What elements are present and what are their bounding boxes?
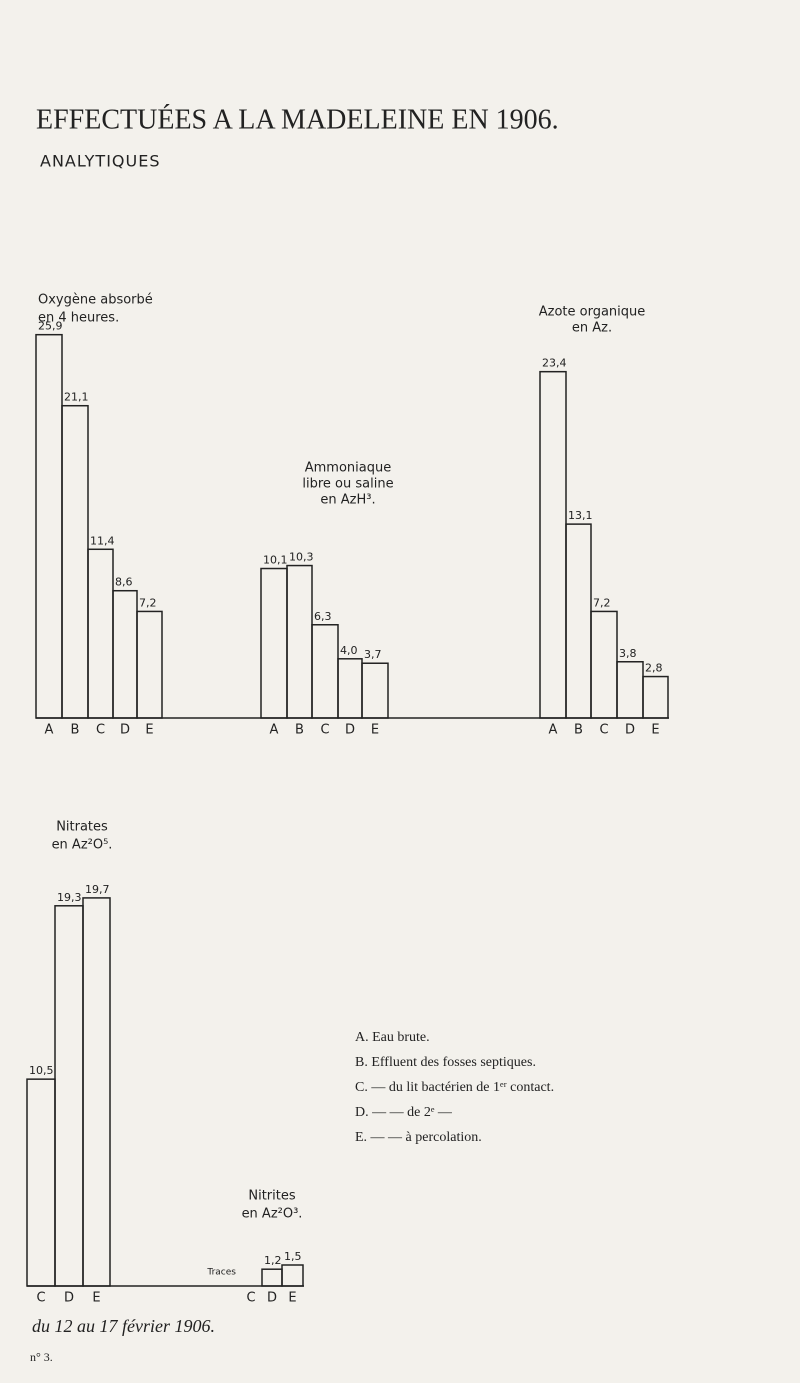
x-tick-label: D	[120, 723, 130, 738]
legend-item: C. — du lit bactérien de 1ᵉʳ contact.	[355, 1080, 554, 1095]
value-label: 4,0	[340, 644, 358, 657]
value-label: 1,2	[264, 1254, 282, 1267]
value-label: 10,1	[263, 554, 288, 567]
page-subtitle: ANALYTIQUES	[40, 152, 160, 171]
chart-title: Oxygène absorbé	[38, 293, 153, 308]
chart-title: Nitrites	[248, 1189, 295, 1204]
value-label: 25,9	[38, 320, 63, 333]
bar	[337, 658, 363, 719]
x-tick-label: A	[270, 723, 279, 738]
value-label: 8,6	[115, 576, 133, 589]
bar	[26, 1078, 56, 1287]
value-label: 13,1	[568, 509, 593, 522]
value-label: 3,8	[619, 647, 637, 660]
footer-number: n° 3.	[30, 1350, 53, 1364]
value-label: 10,5	[29, 1064, 54, 1077]
bar	[61, 404, 89, 719]
bar	[311, 624, 339, 719]
legend-item: B. Effluent des fosses septiques.	[355, 1055, 536, 1070]
bar	[616, 661, 644, 719]
chart-title: Nitrates	[56, 820, 108, 835]
bar	[286, 564, 313, 719]
bar	[261, 1268, 283, 1287]
bar	[35, 333, 63, 719]
x-tick-label: A	[45, 723, 54, 738]
chart-title: en Az²O⁵.	[52, 838, 113, 853]
legend-item: A. Eau brute.	[355, 1030, 430, 1045]
chart-title: en AzH³.	[320, 493, 375, 508]
value-label: 2,8	[645, 662, 663, 675]
value-label: 11,4	[90, 534, 115, 547]
x-tick-label: E	[145, 723, 153, 738]
bar	[281, 1264, 304, 1287]
x-tick-label: E	[288, 1291, 296, 1306]
x-tick-label: C	[96, 723, 105, 738]
x-tick-label: B	[71, 723, 80, 738]
chart-title: en Az.	[572, 321, 612, 336]
x-tick-label: C	[320, 723, 329, 738]
chart-title: libre ou saline	[302, 477, 393, 492]
x-tick-label: C	[246, 1291, 255, 1306]
bar	[112, 589, 138, 719]
value-label: 6,3	[314, 610, 332, 623]
x-tick-label: E	[92, 1291, 100, 1306]
value-label: 7,2	[593, 596, 611, 609]
x-tick-label: D	[267, 1291, 277, 1306]
value-label: 21,1	[64, 391, 89, 404]
page-title: EFFECTUÉES A LA MADELEINE EN 1906.	[36, 104, 559, 135]
legend-item: D. — — de 2ᵉ —	[355, 1105, 453, 1120]
x-tick-label: B	[295, 723, 304, 738]
bar	[87, 548, 114, 719]
value-label: 7,2	[139, 596, 157, 609]
value-label: 19,7	[85, 883, 110, 896]
footer-date: du 12 au 17 février 1906.	[32, 1316, 215, 1336]
bar	[590, 610, 618, 719]
legend-item: E. — — à percolation.	[355, 1130, 482, 1145]
x-tick-label: E	[651, 723, 659, 738]
x-tick-label: D	[345, 723, 355, 738]
chart-title: en 4 heures.	[38, 311, 119, 326]
bar	[82, 897, 111, 1287]
bar	[361, 662, 389, 719]
x-tick-label: E	[371, 723, 379, 738]
bar	[260, 567, 288, 719]
chart-title: en Az²O³.	[242, 1207, 303, 1222]
value-label: 19,3	[57, 891, 82, 904]
x-tick-label: D	[625, 723, 635, 738]
x-tick-label: A	[549, 723, 558, 738]
value-label: 23,4	[542, 357, 567, 370]
bar	[136, 610, 163, 719]
value-label: 3,7	[364, 648, 382, 661]
chart-title: Ammoniaque	[305, 461, 391, 476]
bar	[565, 523, 592, 719]
x-tick-label: D	[64, 1291, 74, 1306]
x-tick-label: B	[574, 723, 583, 738]
bar	[54, 905, 84, 1287]
chart-title: Azote organique	[539, 305, 646, 320]
x-tick-label: C	[36, 1291, 45, 1306]
x-tick-label: C	[599, 723, 608, 738]
value-label: 10,3	[289, 551, 314, 564]
value-label: Traces	[206, 1268, 236, 1278]
bar	[539, 370, 567, 719]
bar	[642, 675, 669, 719]
value-label: 1,5	[284, 1250, 302, 1263]
